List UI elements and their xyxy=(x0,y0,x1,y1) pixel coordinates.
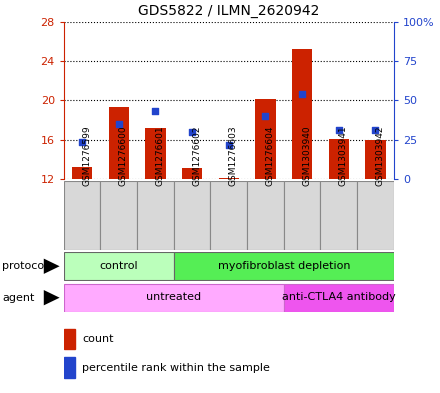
Bar xyxy=(320,181,357,250)
Bar xyxy=(174,252,394,281)
Bar xyxy=(255,99,275,179)
Text: GSM1276602: GSM1276602 xyxy=(192,126,201,186)
Text: agent: agent xyxy=(2,293,35,303)
Bar xyxy=(64,181,100,250)
Text: GSM1303940: GSM1303940 xyxy=(302,126,311,186)
Text: myofibroblast depletion: myofibroblast depletion xyxy=(217,261,350,271)
Point xyxy=(115,121,122,127)
Text: GSM1276599: GSM1276599 xyxy=(82,126,91,186)
Text: GSM1276600: GSM1276600 xyxy=(119,126,128,186)
Text: anti-CTLA4 antibody: anti-CTLA4 antibody xyxy=(282,292,396,302)
Bar xyxy=(219,178,239,179)
Text: GSM1303941: GSM1303941 xyxy=(339,126,348,186)
Text: percentile rank within the sample: percentile rank within the sample xyxy=(82,362,270,373)
Point xyxy=(79,139,86,145)
Bar xyxy=(210,181,247,250)
Point xyxy=(225,142,232,149)
Text: GSM1276604: GSM1276604 xyxy=(265,126,275,186)
Point xyxy=(335,127,342,133)
Text: control: control xyxy=(99,261,138,271)
Point xyxy=(299,91,306,97)
Text: untreated: untreated xyxy=(146,292,202,302)
Bar xyxy=(72,167,92,179)
Bar xyxy=(292,49,312,179)
Bar xyxy=(357,181,394,250)
Point xyxy=(372,127,379,133)
Point xyxy=(152,108,159,114)
Bar xyxy=(329,138,349,179)
Bar xyxy=(365,140,385,179)
Bar xyxy=(100,181,137,250)
Bar xyxy=(284,284,394,312)
Title: GDS5822 / ILMN_2620942: GDS5822 / ILMN_2620942 xyxy=(138,4,319,18)
Text: count: count xyxy=(82,334,114,343)
Bar xyxy=(247,181,284,250)
Text: GSM1303942: GSM1303942 xyxy=(375,126,385,186)
Bar xyxy=(109,107,129,179)
Polygon shape xyxy=(44,259,60,274)
Point xyxy=(189,129,196,135)
Bar xyxy=(145,128,165,179)
Bar xyxy=(182,168,202,179)
Bar xyxy=(64,329,75,349)
Text: protocol: protocol xyxy=(2,261,48,271)
Bar xyxy=(284,181,320,250)
Bar xyxy=(174,181,210,250)
Text: GSM1276601: GSM1276601 xyxy=(155,126,165,186)
Bar xyxy=(64,284,284,312)
Bar xyxy=(137,181,174,250)
Point xyxy=(262,113,269,119)
Polygon shape xyxy=(44,290,60,305)
Bar xyxy=(64,252,174,281)
Bar xyxy=(64,358,75,378)
Text: GSM1276603: GSM1276603 xyxy=(229,126,238,186)
